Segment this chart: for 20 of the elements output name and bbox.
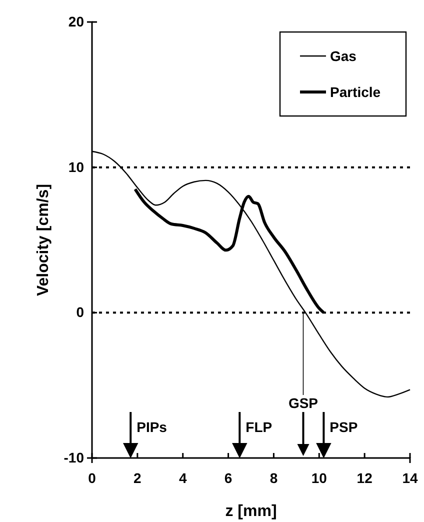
x-tick-label: 2: [134, 470, 142, 486]
x-tick-label: 14: [402, 470, 418, 486]
x-tick-label: 4: [178, 470, 187, 486]
x-tick-label: 6: [224, 470, 232, 486]
x-tick-label: 10: [311, 470, 328, 486]
legend-label: Particle: [330, 84, 381, 100]
y-tick-label: 20: [68, 13, 84, 30]
x-tick-label: 8: [270, 470, 278, 486]
legend-label: Gas: [330, 48, 357, 64]
ref-line-label: PIPs: [136, 419, 168, 435]
x-tick-label: 12: [356, 470, 373, 486]
y-axis-title: Velocity [cm/s]: [35, 184, 52, 296]
ref-line-label: PSP: [330, 419, 358, 435]
annotation: GSP: [288, 395, 318, 411]
x-tick-label: 0: [88, 470, 96, 486]
x-axis-title: z [mm]: [225, 503, 277, 520]
y-tick-label: -10: [64, 449, 84, 466]
ref-line-label: FLP: [246, 419, 272, 435]
y-tick-label: 0: [76, 304, 84, 320]
y-tick-label: 10: [68, 158, 84, 175]
